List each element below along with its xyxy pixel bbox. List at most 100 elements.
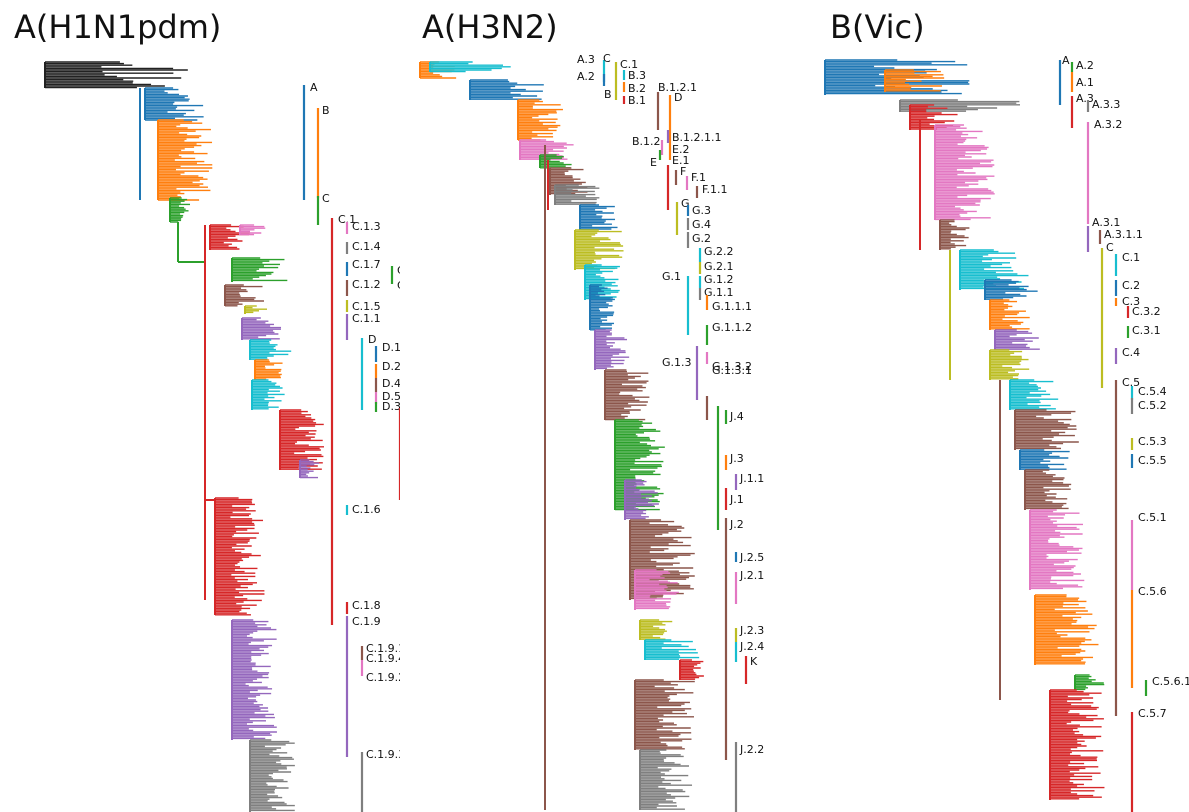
label-A: A (1062, 54, 1070, 67)
label-J24: J.2.4 (739, 640, 764, 653)
branch-j23 (639, 619, 673, 640)
label-C: C (1106, 241, 1114, 254)
branch-b (157, 119, 213, 201)
branch-c11 (241, 317, 282, 340)
label-D: D (368, 333, 376, 346)
branch-c55 (1019, 449, 1070, 470)
label-A2: A.2 (577, 70, 595, 83)
branch-g (554, 184, 600, 205)
label-C2: C.2 (1122, 279, 1140, 292)
label-D1: D.1 (382, 341, 400, 354)
label-C: C (322, 192, 330, 205)
branch-j (614, 419, 665, 511)
label-A311: A.3.1.1 (1104, 228, 1143, 241)
label-C4: C.4 (1122, 346, 1140, 359)
label-A3: A.3 (577, 53, 595, 66)
label-E2: E.2 (672, 143, 689, 156)
branch-c56 (1034, 594, 1099, 665)
panel-title-bvic: B(Vic) (830, 8, 925, 46)
label-J3: J.3 (729, 452, 744, 465)
label-C194: C.1.9.4 (366, 652, 400, 665)
label-C53: C.5.3 (1138, 435, 1167, 448)
label-C14: C.1.4 (352, 240, 381, 253)
branch-a3 (429, 61, 511, 73)
label-G12: G.1.2 (704, 273, 734, 286)
branch-g1 (584, 264, 620, 300)
label-D5: D.5 (382, 390, 400, 403)
tree-h3n2: A.3 C C.1 A.2 B.3 B B.2B.1 B.1.2.1D B.1.2.1.1 B.1… (419, 52, 764, 812)
label-F1: F.1 (691, 171, 706, 184)
branch-c193 (249, 739, 295, 812)
label-B1: B.1 (628, 94, 646, 107)
branch-d31 (299, 459, 320, 479)
label-C1: C.1 (338, 213, 356, 226)
branch-c19 (231, 619, 277, 740)
label-C52: C.5.2 (1138, 399, 1167, 412)
label-J2: J.2 (729, 518, 744, 531)
label-A: A (310, 81, 318, 94)
label-J22: J.2.2 (739, 743, 764, 756)
label-C171: C.1.7.1 (397, 264, 400, 277)
label-E: E (650, 156, 657, 169)
label-A2: A.2 (1076, 59, 1094, 72)
branch-g131 (604, 369, 650, 421)
label-C: C (603, 52, 611, 65)
label-F11: F.1.1 (702, 183, 728, 196)
label-G132: G.1.3.2 (712, 360, 752, 373)
branch-c5b (1024, 469, 1072, 510)
branch-c3 (989, 299, 1030, 330)
label-G131: G.1.3.1 (712, 364, 752, 377)
branch-c12 (224, 284, 264, 307)
label-J4: J.4 (729, 410, 744, 423)
branch-c (169, 197, 191, 223)
label-G: G (681, 197, 690, 210)
label-B: B (322, 104, 330, 117)
label-B3: B.3 (628, 69, 646, 82)
label-D2: D.2 (382, 360, 400, 373)
label-A31: A.3.1 (1092, 216, 1120, 229)
label-D4: D.4 (382, 377, 400, 390)
label-G112: G.1.1.2 (712, 321, 752, 334)
branch-g13 (594, 329, 630, 370)
branch-g2 (574, 229, 624, 270)
branch-d3 (279, 409, 324, 470)
branch-d5 (251, 379, 285, 410)
label-C51: C.5.1 (1138, 511, 1167, 524)
branch-c13 (239, 224, 266, 236)
label-J25: J.2.5 (739, 551, 764, 564)
label-C31: C.3.1 (1132, 324, 1161, 337)
label-A33: A.3.3 (1092, 98, 1120, 111)
branch-c2 (984, 279, 1038, 300)
branch-b (469, 79, 544, 100)
label-G11: G.1.1 (704, 286, 734, 299)
label-C561: C.5.6.1 (1152, 675, 1189, 688)
label-C1: C.1 (620, 58, 638, 71)
branch-a32 (934, 124, 995, 221)
branch-c15 (244, 305, 268, 314)
branch-root (44, 61, 188, 89)
label-B121: B.1.2.1 (658, 81, 697, 94)
label-C5: C.5 (1122, 376, 1140, 389)
branch-a (824, 59, 970, 95)
label-C12: C.1.2 (352, 278, 381, 291)
label-C57: C.5.7 (1138, 707, 1167, 720)
label-G13: G.1.3 (662, 356, 692, 369)
branch-a (144, 87, 204, 121)
label-K: K (750, 655, 758, 668)
branch-c18 (214, 497, 265, 616)
branch-c1 (959, 249, 1029, 290)
panel-title-h3n2: A(H3N2) (422, 8, 558, 46)
branch-a31 (939, 219, 970, 250)
label-D: D (674, 91, 682, 104)
branch-d2 (254, 359, 283, 380)
panel-h3n2: A(H3N2) A.3 C C.1 A.2 B.3 B B.2 B.1 B.1.2.1 D B.1.… (400, 0, 810, 812)
branch-c57 (1049, 689, 1105, 800)
label-C1: C.1 (1122, 251, 1140, 264)
panel-bvic: B(Vic) A A.2 A.1 A.3 A.3.3 A.3.2 A.3.1 A.3.1.1 C… (810, 0, 1189, 812)
label-C15: C.1.5 (352, 300, 381, 313)
branch-c17 (231, 257, 288, 282)
branch-j1 (624, 479, 659, 520)
label-J21: J.2.1 (739, 569, 764, 582)
label-B2: B.2 (628, 82, 646, 95)
label-G2: G.2 (692, 232, 711, 245)
